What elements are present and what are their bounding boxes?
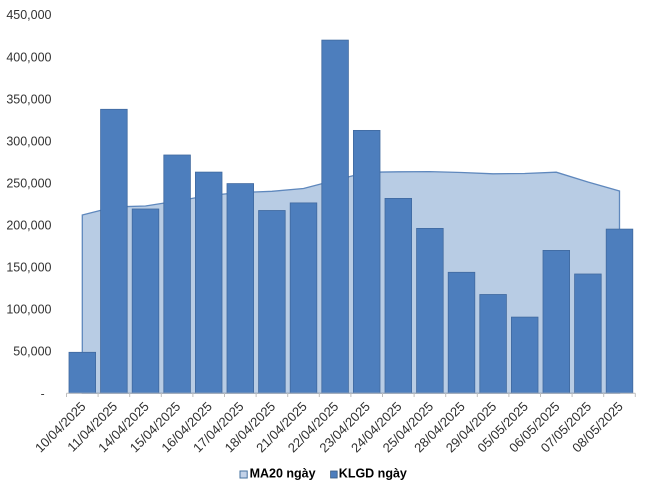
svg-text:KLGD ngày: KLGD ngày bbox=[339, 466, 407, 480]
svg-text:MA20 ngày: MA20 ngày bbox=[250, 466, 316, 480]
svg-text:300,000: 300,000 bbox=[6, 134, 51, 148]
svg-text:200,000: 200,000 bbox=[6, 218, 51, 232]
svg-text:400,000: 400,000 bbox=[6, 50, 51, 64]
svg-text:100,000: 100,000 bbox=[6, 303, 51, 317]
svg-text:-: - bbox=[41, 386, 45, 400]
svg-text:50,000: 50,000 bbox=[13, 345, 51, 359]
svg-text:250,000: 250,000 bbox=[6, 176, 51, 190]
svg-text:350,000: 350,000 bbox=[6, 92, 51, 106]
svg-text:450,000: 450,000 bbox=[6, 8, 51, 22]
svg-text:150,000: 150,000 bbox=[6, 261, 51, 275]
